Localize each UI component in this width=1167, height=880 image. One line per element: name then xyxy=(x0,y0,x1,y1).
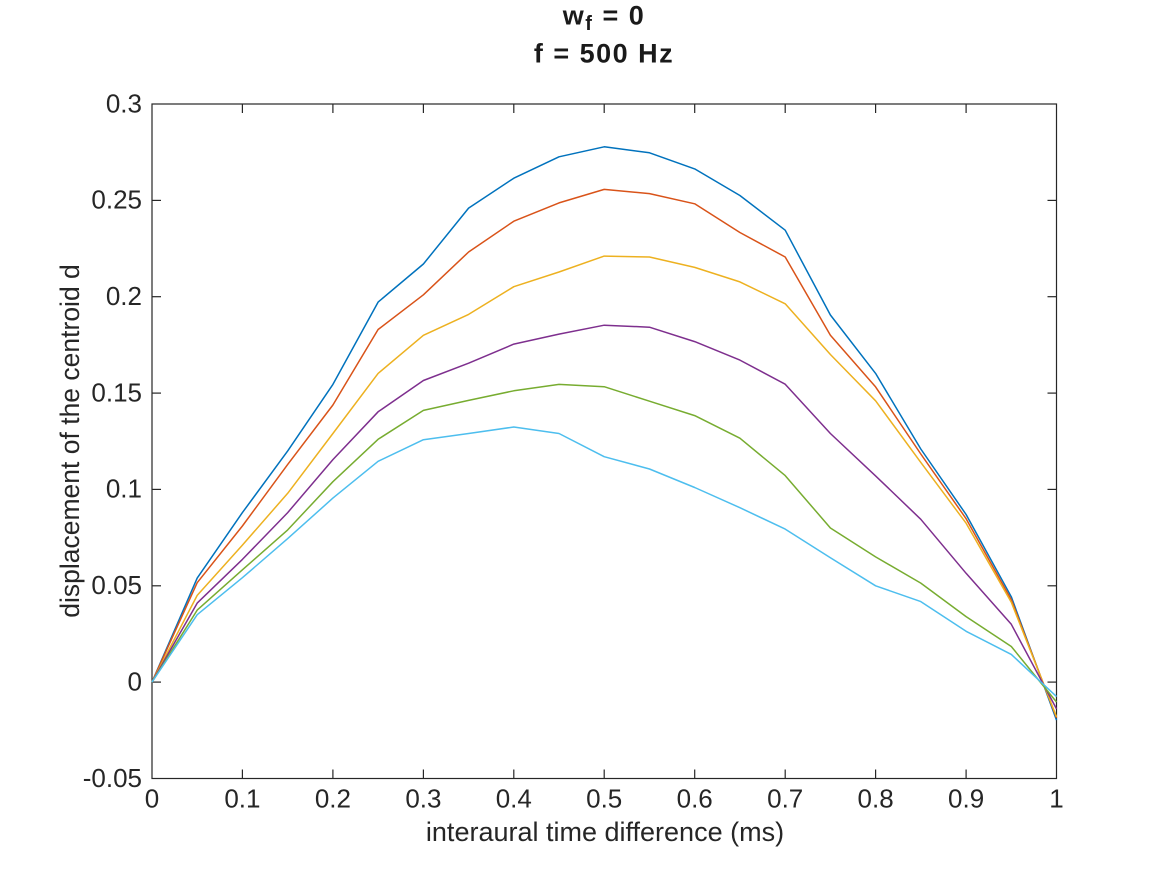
svg-text:wf = 0: wf = 0 xyxy=(562,1,645,36)
svg-text:0.3: 0.3 xyxy=(106,88,142,118)
svg-text:0: 0 xyxy=(128,666,142,696)
svg-text:0.2: 0.2 xyxy=(106,281,142,311)
svg-text:0.9: 0.9 xyxy=(948,784,984,814)
svg-text:interaural time difference (ms: interaural time difference (ms) xyxy=(426,817,784,847)
svg-text:0.15: 0.15 xyxy=(91,377,142,407)
svg-text:0.8: 0.8 xyxy=(858,784,894,814)
svg-text:0: 0 xyxy=(145,784,159,814)
svg-text:f = 500 Hz: f = 500 Hz xyxy=(534,39,674,69)
svg-text:0.3: 0.3 xyxy=(405,784,441,814)
svg-text:displacement of the centroid d: displacement of the centroid d xyxy=(55,264,85,618)
svg-text:-0.05: -0.05 xyxy=(83,763,142,793)
svg-text:0.25: 0.25 xyxy=(91,185,142,215)
svg-text:0.1: 0.1 xyxy=(106,474,142,504)
svg-text:0.5: 0.5 xyxy=(586,784,622,814)
svg-text:0.05: 0.05 xyxy=(91,570,142,600)
svg-text:0.4: 0.4 xyxy=(496,784,532,814)
svg-text:0.2: 0.2 xyxy=(315,784,351,814)
svg-text:0.1: 0.1 xyxy=(224,784,260,814)
svg-text:0.7: 0.7 xyxy=(767,784,803,814)
svg-text:1: 1 xyxy=(1049,784,1063,814)
svg-text:0.6: 0.6 xyxy=(677,784,713,814)
